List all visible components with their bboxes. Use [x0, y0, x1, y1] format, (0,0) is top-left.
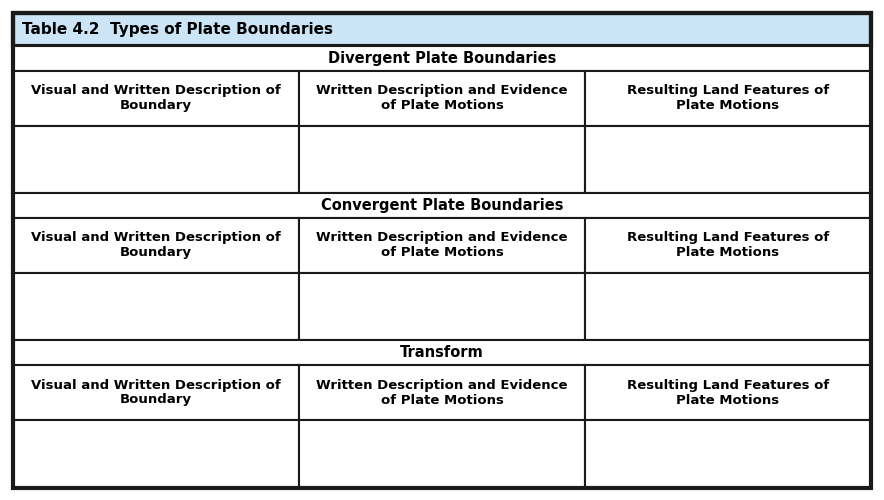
- Bar: [13, 126, 299, 194]
- Text: Convergent Plate Boundaries: Convergent Plate Boundaries: [321, 198, 563, 213]
- Bar: [585, 70, 871, 126]
- Bar: [299, 70, 585, 126]
- Bar: [299, 218, 585, 273]
- Bar: [299, 273, 585, 340]
- Bar: [13, 365, 299, 420]
- Bar: [299, 365, 585, 420]
- Text: Divergent Plate Boundaries: Divergent Plate Boundaries: [328, 51, 556, 66]
- Text: Resulting Land Features of
Plate Motions: Resulting Land Features of Plate Motions: [627, 84, 829, 112]
- Text: Written Description and Evidence
of Plate Motions: Written Description and Evidence of Plat…: [316, 84, 568, 112]
- Text: Written Description and Evidence
of Plate Motions: Written Description and Evidence of Plat…: [316, 378, 568, 406]
- Bar: [585, 273, 871, 340]
- Bar: [585, 126, 871, 194]
- Text: Table 4.2  Types of Plate Boundaries: Table 4.2 Types of Plate Boundaries: [22, 22, 333, 37]
- Bar: [13, 218, 299, 273]
- Bar: [585, 420, 871, 488]
- Text: Written Description and Evidence
of Plate Motions: Written Description and Evidence of Plat…: [316, 232, 568, 260]
- Bar: [585, 218, 871, 273]
- Bar: [585, 365, 871, 420]
- Bar: [13, 70, 299, 126]
- Text: Transform: Transform: [400, 345, 484, 360]
- Bar: [13, 273, 299, 340]
- Text: Visual and Written Description of
Boundary: Visual and Written Description of Bounda…: [31, 378, 281, 406]
- Bar: [299, 420, 585, 488]
- Text: Visual and Written Description of
Boundary: Visual and Written Description of Bounda…: [31, 232, 281, 260]
- Bar: [13, 12, 871, 46]
- Text: Visual and Written Description of
Boundary: Visual and Written Description of Bounda…: [31, 84, 281, 112]
- Text: Resulting Land Features of
Plate Motions: Resulting Land Features of Plate Motions: [627, 232, 829, 260]
- Bar: [13, 46, 871, 70]
- Bar: [13, 194, 871, 218]
- Bar: [299, 126, 585, 194]
- Text: Resulting Land Features of
Plate Motions: Resulting Land Features of Plate Motions: [627, 378, 829, 406]
- Bar: [13, 340, 871, 365]
- Bar: [13, 420, 299, 488]
